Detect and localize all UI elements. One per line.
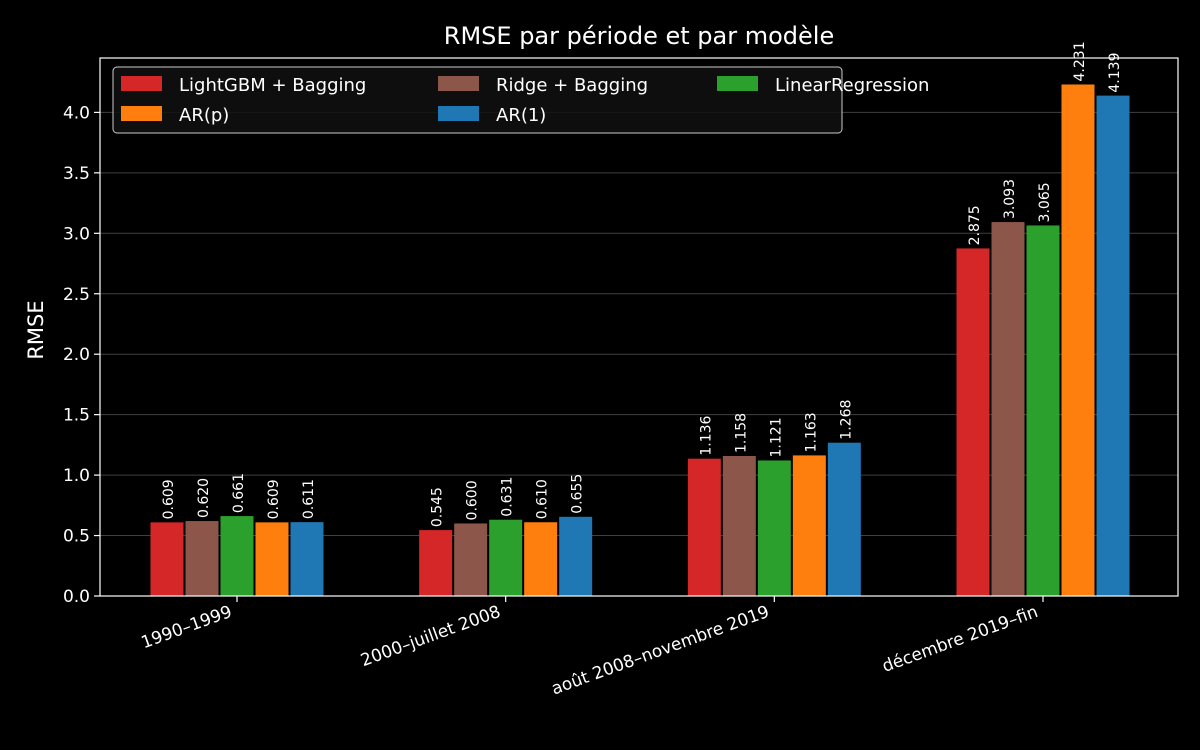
x-tick-label: 1990–1999 [139,602,235,653]
bar [991,222,1025,597]
value-label: 1.136 [698,415,714,455]
value-labels: 0.609 0.620 0.661 0.609 0.611 0.545 0.600 0.631… [161,41,1123,527]
value-label: 0.631 [500,477,516,517]
chart-title: RMSE par période et par modèle [444,22,834,50]
x-tick-label: décembre 2019–fin [880,602,1041,677]
bar [757,460,791,596]
legend-label: LinearRegression [775,75,929,96]
y-tick-label: 2.0 [63,345,90,365]
y-tick-label: 2.5 [63,285,90,305]
value-label: 0.545 [430,487,446,527]
bar [255,522,289,596]
value-label: 4.231 [1072,41,1088,81]
bar [956,248,990,597]
bar [489,519,523,596]
value-label: 0.609 [161,479,177,519]
y-tick-label: 1.0 [63,466,90,486]
value-label: 0.655 [570,474,586,514]
bar [454,523,488,596]
y-tick-label: 0.0 [63,587,90,607]
y-tick-label: 0.5 [63,527,90,547]
value-label: 0.661 [231,473,247,513]
bar [524,522,558,596]
bar [1026,225,1060,596]
value-label: 1.121 [768,417,784,457]
bar [419,530,453,596]
plot-frame [99,57,1179,597]
legend-label: LightGBM + Bagging [179,75,366,96]
y-axis: 0.0 0.5 1.0 1.5 2.0 2.5 3.0 3.5 4.0 [63,103,100,607]
value-label: 0.611 [301,479,317,519]
y-tick-label: 3.0 [63,224,90,244]
value-label: 0.620 [196,478,212,518]
bar [1061,84,1095,596]
bars [150,84,1130,597]
x-tick-label: 2000–juillet 2008 [358,602,503,671]
value-label: 2.875 [967,205,983,245]
bar [792,455,826,596]
legend-swatch [121,106,162,121]
y-tick-label: 3.5 [63,164,90,184]
bar [220,516,254,596]
value-label: 1.268 [838,400,854,440]
bar [1096,95,1130,596]
value-label: 3.065 [1037,182,1053,222]
legend-box [112,66,843,134]
legend-label: Ridge + Bagging [496,75,648,96]
value-label: 0.609 [266,479,282,519]
legend-swatch [121,76,162,91]
bar [687,458,721,596]
y-tick-label: 1.5 [63,406,90,426]
bar [722,455,756,596]
value-label: 1.158 [733,413,749,453]
legend-swatch [438,76,479,91]
value-label: 0.600 [465,480,481,520]
legend-label: AR(1) [496,105,546,126]
value-label: 4.139 [1107,53,1123,93]
x-axis: 1990–1999 2000–juillet 2008 août 2008–nove… [139,596,1044,700]
legend: LightGBM + Bagging Ridge + Bagging LinearR… [112,66,929,134]
bar [290,522,324,596]
value-label: 1.163 [803,412,819,452]
legend-swatch [717,76,758,91]
bar [559,516,593,596]
value-label: 3.093 [1002,179,1018,219]
value-label: 0.610 [535,479,551,519]
y-axis-label: RMSE [24,300,48,359]
legend-label: AR(p) [179,105,229,126]
bar [150,522,184,596]
legend-swatch [438,106,479,121]
y-tick-label: 4.0 [63,103,90,123]
x-tick-label: août 2008–novembre 2019 [549,602,772,700]
bar [827,442,861,596]
bar [185,521,219,596]
